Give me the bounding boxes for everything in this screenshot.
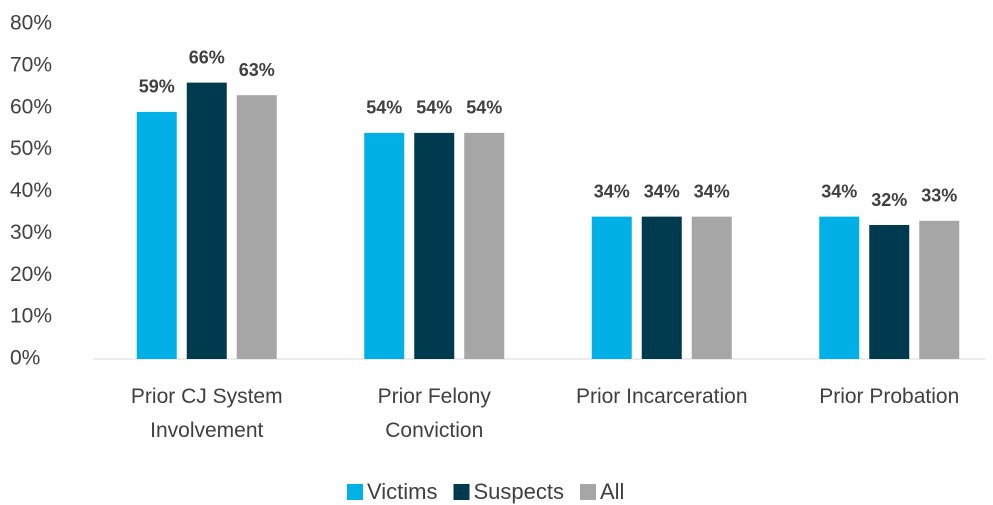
y-tick-label: 20% <box>10 263 52 286</box>
data-label: 59% <box>139 77 175 97</box>
x-tick-label: Prior CJ System Involvement <box>130 385 283 442</box>
y-tick-label: 10% <box>10 305 52 328</box>
legend-swatch <box>580 484 596 500</box>
legend-swatch <box>347 484 363 500</box>
data-label: 32% <box>871 190 907 210</box>
data-label: 63% <box>239 60 275 80</box>
y-tick-label: 70% <box>10 53 52 76</box>
bar <box>691 216 732 359</box>
data-label: 34% <box>644 181 680 201</box>
y-tick-label: 60% <box>10 95 52 118</box>
bar <box>464 132 505 359</box>
data-label: 33% <box>921 186 957 206</box>
x-tick-label: Prior Incarceration <box>575 385 748 408</box>
bar <box>591 216 632 359</box>
data-label: 34% <box>694 181 730 201</box>
legend-label: Victims <box>367 479 438 504</box>
y-tick-label: 50% <box>10 137 52 160</box>
data-label: 34% <box>821 181 857 201</box>
bar <box>414 132 455 359</box>
data-label: 54% <box>416 98 452 118</box>
x-tick-label: Prior Felony Conviction <box>377 385 491 442</box>
legend-label: Suspects <box>474 479 565 504</box>
bar <box>236 95 277 359</box>
legend-label: All <box>600 479 624 504</box>
bar <box>869 225 910 359</box>
y-tick-label: 30% <box>10 221 52 244</box>
x-tick-label: Prior Probation <box>819 385 960 408</box>
legend-swatch <box>453 484 470 500</box>
bar <box>919 220 960 359</box>
bar <box>186 82 227 359</box>
y-tick-label: 80% <box>10 12 52 35</box>
data-label: 54% <box>366 98 402 118</box>
bar <box>641 216 682 359</box>
data-label: 54% <box>466 98 502 118</box>
bar <box>819 216 860 359</box>
data-label: 66% <box>189 47 225 67</box>
y-tick-label: 0% <box>10 347 40 370</box>
data-label: 34% <box>594 181 630 201</box>
bar <box>136 111 177 359</box>
y-tick-label: 40% <box>10 179 52 202</box>
bar <box>364 132 405 359</box>
